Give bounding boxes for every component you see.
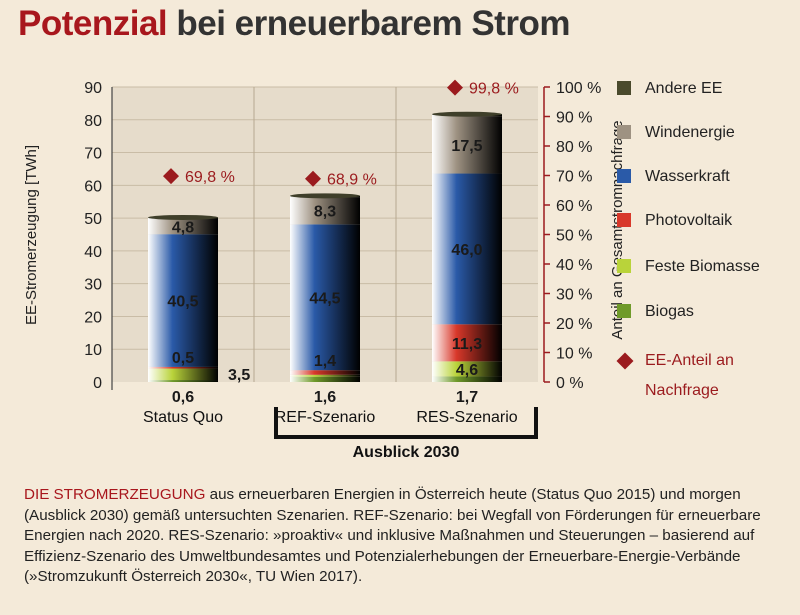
y-tick-label-left: 60 — [84, 178, 102, 195]
y-tick-label-left: 30 — [84, 277, 102, 294]
caption: DIE STROMERZEUGUNG aus erneuerbaren Ener… — [24, 485, 780, 588]
y-tick-label-right: 60 % — [556, 198, 592, 215]
y-tick-label-left: 70 — [84, 146, 102, 163]
data-label: 1,4 — [314, 353, 336, 370]
legend-item: Feste Biomasse — [617, 258, 760, 276]
y-tick-label-right: 10 % — [556, 346, 592, 363]
data-label: 0,5 — [172, 350, 194, 367]
title-accent: Potenzial — [18, 4, 168, 43]
legend-swatch — [617, 304, 631, 318]
bar-segment — [432, 361, 502, 377]
y-tick-label-left: 40 — [84, 244, 102, 261]
share-label: 69,8 % — [185, 169, 235, 186]
legend-swatch — [617, 125, 631, 139]
data-label: 0,6 — [172, 389, 194, 406]
data-label: 8,3 — [314, 204, 336, 221]
y-tick-label-right: 100 % — [556, 80, 601, 97]
legend-label: Wasserkraft — [645, 168, 730, 185]
legend-share-line1: EE-Anteil an — [645, 352, 734, 369]
y-tick-label-right: 80 % — [556, 139, 592, 156]
legend-share-line2: Nachfrage — [645, 382, 719, 399]
y-tick-label-left: 20 — [84, 309, 102, 326]
caption-lead: DIE STROMERZEUGUNG — [24, 486, 206, 503]
bar-segment — [290, 197, 360, 225]
data-label: 11,3 — [452, 336, 482, 353]
page-title: Potenzial bei erneuerbarem Strom — [18, 4, 570, 44]
legend-item: Biogas — [617, 303, 694, 321]
bar-segment — [148, 368, 218, 381]
y-tick-label-right: 30 % — [556, 287, 592, 304]
bar-segment — [290, 376, 360, 382]
y-tick-label-left: 90 — [84, 80, 102, 97]
share-label: 68,9 % — [327, 172, 377, 189]
data-label: 44,5 — [309, 290, 340, 307]
x-tick-label: RES-Szenario — [416, 409, 517, 426]
data-label: 4,8 — [172, 219, 194, 236]
legend-item: Photovoltaik — [617, 212, 733, 230]
bar-segment — [148, 218, 218, 235]
y-axis-label-left: EE-Stromerzeugung [TWh] — [23, 145, 40, 325]
legend-swatch — [617, 169, 631, 183]
bar-segment — [432, 376, 502, 382]
legend-label: Biogas — [645, 303, 694, 320]
bar-top-cap — [148, 214, 218, 220]
legend-label: Photovoltaik — [645, 212, 733, 229]
bar-top-cap — [290, 193, 360, 199]
y-tick-label-right: 40 % — [556, 257, 592, 274]
group-bracket — [274, 407, 538, 439]
legend-item: Windenergie — [617, 124, 735, 142]
bar-top-cap — [432, 111, 502, 117]
bar-segment — [148, 380, 218, 382]
data-label: 1,7 — [456, 389, 478, 406]
bar-segment — [432, 116, 502, 174]
bar-segment — [148, 366, 218, 369]
title-rest: bei erneuerbarem Strom — [167, 4, 570, 43]
legend-item: Andere EE — [617, 80, 723, 98]
y-tick-label-left: 0 — [93, 375, 102, 392]
bar-segment — [432, 173, 502, 325]
legend-item-share: EE-Anteil an Nachfrage — [616, 346, 734, 406]
share-label: 99,8 % — [469, 81, 519, 98]
bar-segment — [290, 374, 360, 377]
share-marker — [163, 168, 179, 185]
group-label: Ausblick 2030 — [353, 444, 460, 461]
bar-segment — [290, 224, 360, 371]
y-tick-label-right: 20 % — [556, 316, 592, 333]
legend-label: Andere EE — [645, 80, 723, 97]
y-tick-label-right: 90 % — [556, 110, 592, 127]
y-tick-label-left: 10 — [84, 342, 102, 359]
x-tick-label: REF-Szenario — [275, 409, 376, 426]
chart: 0 10 20 30 40 50 60 70 80 90 0 % 10 % 20 % 30 % 40 % 50… — [23, 79, 626, 461]
y-tick-label-right: 50 % — [556, 228, 592, 245]
data-label: 17,5 — [451, 138, 482, 155]
y-tick-label-left: 80 — [84, 113, 102, 130]
y-tick-label-right: 0 % — [556, 375, 584, 392]
legend-label: Windenergie — [645, 124, 735, 141]
bar-segment — [148, 234, 218, 367]
legend-swatch — [617, 213, 631, 227]
data-label: 40,5 — [167, 294, 198, 311]
legend-label: Feste Biomasse — [645, 258, 760, 275]
data-label: 3,5 — [228, 367, 250, 384]
bar-segment — [290, 370, 360, 375]
data-label: 46,0 — [451, 242, 482, 259]
caption-text: aus erneuerbaren Energien in Österreich … — [24, 486, 761, 585]
legend-swatch — [617, 259, 631, 273]
share-marker — [305, 170, 321, 187]
share-marker — [447, 79, 463, 96]
x-tick-label: Status Quo — [143, 409, 223, 426]
data-label: 4,6 — [456, 362, 478, 379]
bar-segment — [432, 324, 502, 362]
y-tick-label-right: 70 % — [556, 169, 592, 186]
data-label: 1,6 — [314, 389, 336, 406]
legend-swatch — [617, 81, 631, 95]
legend-item: Wasserkraft — [617, 168, 730, 186]
y-tick-label-left: 50 — [84, 211, 102, 228]
